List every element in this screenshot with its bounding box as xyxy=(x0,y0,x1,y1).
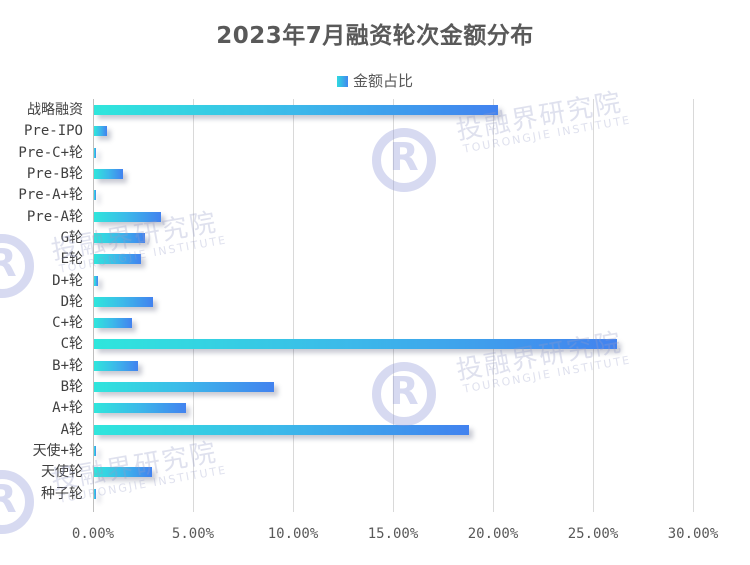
bar-row: Pre-A轮 xyxy=(27,206,693,228)
bar-row: Pre-IPO xyxy=(24,120,693,142)
category-label: A轮 xyxy=(60,421,83,438)
category-label: Pre-IPO xyxy=(23,123,83,140)
bar xyxy=(94,296,153,307)
category-label: B轮 xyxy=(60,379,83,396)
y-axis-line xyxy=(93,99,94,512)
category-label: G轮 xyxy=(60,229,83,246)
bar-row: Pre-B轮 xyxy=(27,163,693,185)
gridline xyxy=(693,99,694,512)
bar xyxy=(94,126,107,137)
category-label: Pre-B轮 xyxy=(26,165,83,182)
bar xyxy=(94,318,132,329)
bar-row: 战略融资 xyxy=(27,99,693,121)
bar xyxy=(94,403,186,414)
bar xyxy=(94,254,141,265)
category-label: Pre-A轮 xyxy=(26,208,83,225)
bar xyxy=(94,446,96,457)
bar-row: D+轮 xyxy=(52,270,693,292)
bar-row: B轮 xyxy=(61,376,693,398)
watermark-logo-icon xyxy=(0,470,34,534)
bar-row: A轮 xyxy=(61,419,693,441)
bar xyxy=(94,360,138,371)
bar-row: E轮 xyxy=(61,248,693,270)
x-tick-label: 15.00% xyxy=(367,526,419,542)
x-tick-label: 30.00% xyxy=(667,526,719,542)
x-tick-label: 0.00% xyxy=(71,526,115,542)
category-label: Pre-A+轮 xyxy=(18,187,83,204)
legend-swatch-icon xyxy=(336,76,348,87)
bar-row: A+轮 xyxy=(52,397,693,419)
bar-row: Pre-A+轮 xyxy=(18,184,693,206)
bar xyxy=(94,382,274,393)
x-tick-label: 25.00% xyxy=(567,526,619,542)
legend-label: 金额占比 xyxy=(352,72,413,90)
bar xyxy=(94,424,469,435)
bar xyxy=(94,147,96,158)
x-tick-label: 5.00% xyxy=(171,526,215,542)
bar-row: 天使+轮 xyxy=(33,440,693,462)
bar xyxy=(94,105,498,115)
gridline xyxy=(293,99,294,512)
bar xyxy=(94,467,152,478)
category-label: E轮 xyxy=(60,251,83,268)
bar-row: C+轮 xyxy=(52,312,693,334)
bar-row: C轮 xyxy=(61,333,693,355)
chart-title: 2023年7月融资轮次金额分布 xyxy=(216,23,534,49)
bar-row: 天使轮 xyxy=(41,461,693,483)
bar-row: B+轮 xyxy=(52,355,693,377)
category-label: D+轮 xyxy=(52,272,83,289)
bar-row: Pre-C+轮 xyxy=(18,142,693,164)
bar xyxy=(94,339,617,350)
category-label: 战略融资 xyxy=(27,102,83,118)
x-tick-label: 10.00% xyxy=(267,526,319,542)
gridline xyxy=(493,99,494,512)
gridline xyxy=(593,99,594,512)
bar-row: 种子轮 xyxy=(41,483,693,505)
bar xyxy=(94,211,161,222)
category-label: 天使轮 xyxy=(41,464,83,481)
x-tick-label: 20.00% xyxy=(467,526,519,542)
plot-area: 战略融资 Pre-IPO Pre-C+轮 Pre-B轮 Pre-A+轮 Pre-A轮 G轮 E… xyxy=(18,99,694,512)
bar xyxy=(94,275,98,286)
bar xyxy=(94,232,145,243)
bar xyxy=(94,488,96,499)
legend: 金额占比 xyxy=(0,70,750,91)
category-label: A+轮 xyxy=(52,400,83,417)
category-label: B+轮 xyxy=(52,357,83,374)
bar-row: D轮 xyxy=(61,291,693,313)
bar xyxy=(94,190,96,201)
gridline xyxy=(193,99,194,512)
category-label: C+轮 xyxy=(52,315,83,332)
bar-row: G轮 xyxy=(61,227,693,249)
category-label: 天使+轮 xyxy=(32,443,83,460)
category-label: 种子轮 xyxy=(41,485,83,502)
category-label: C轮 xyxy=(60,336,83,353)
watermark-logo-icon xyxy=(0,234,34,298)
gridline xyxy=(393,99,394,512)
bar xyxy=(94,168,123,179)
category-label: D轮 xyxy=(60,293,83,310)
category-label: Pre-C+轮 xyxy=(18,144,83,161)
